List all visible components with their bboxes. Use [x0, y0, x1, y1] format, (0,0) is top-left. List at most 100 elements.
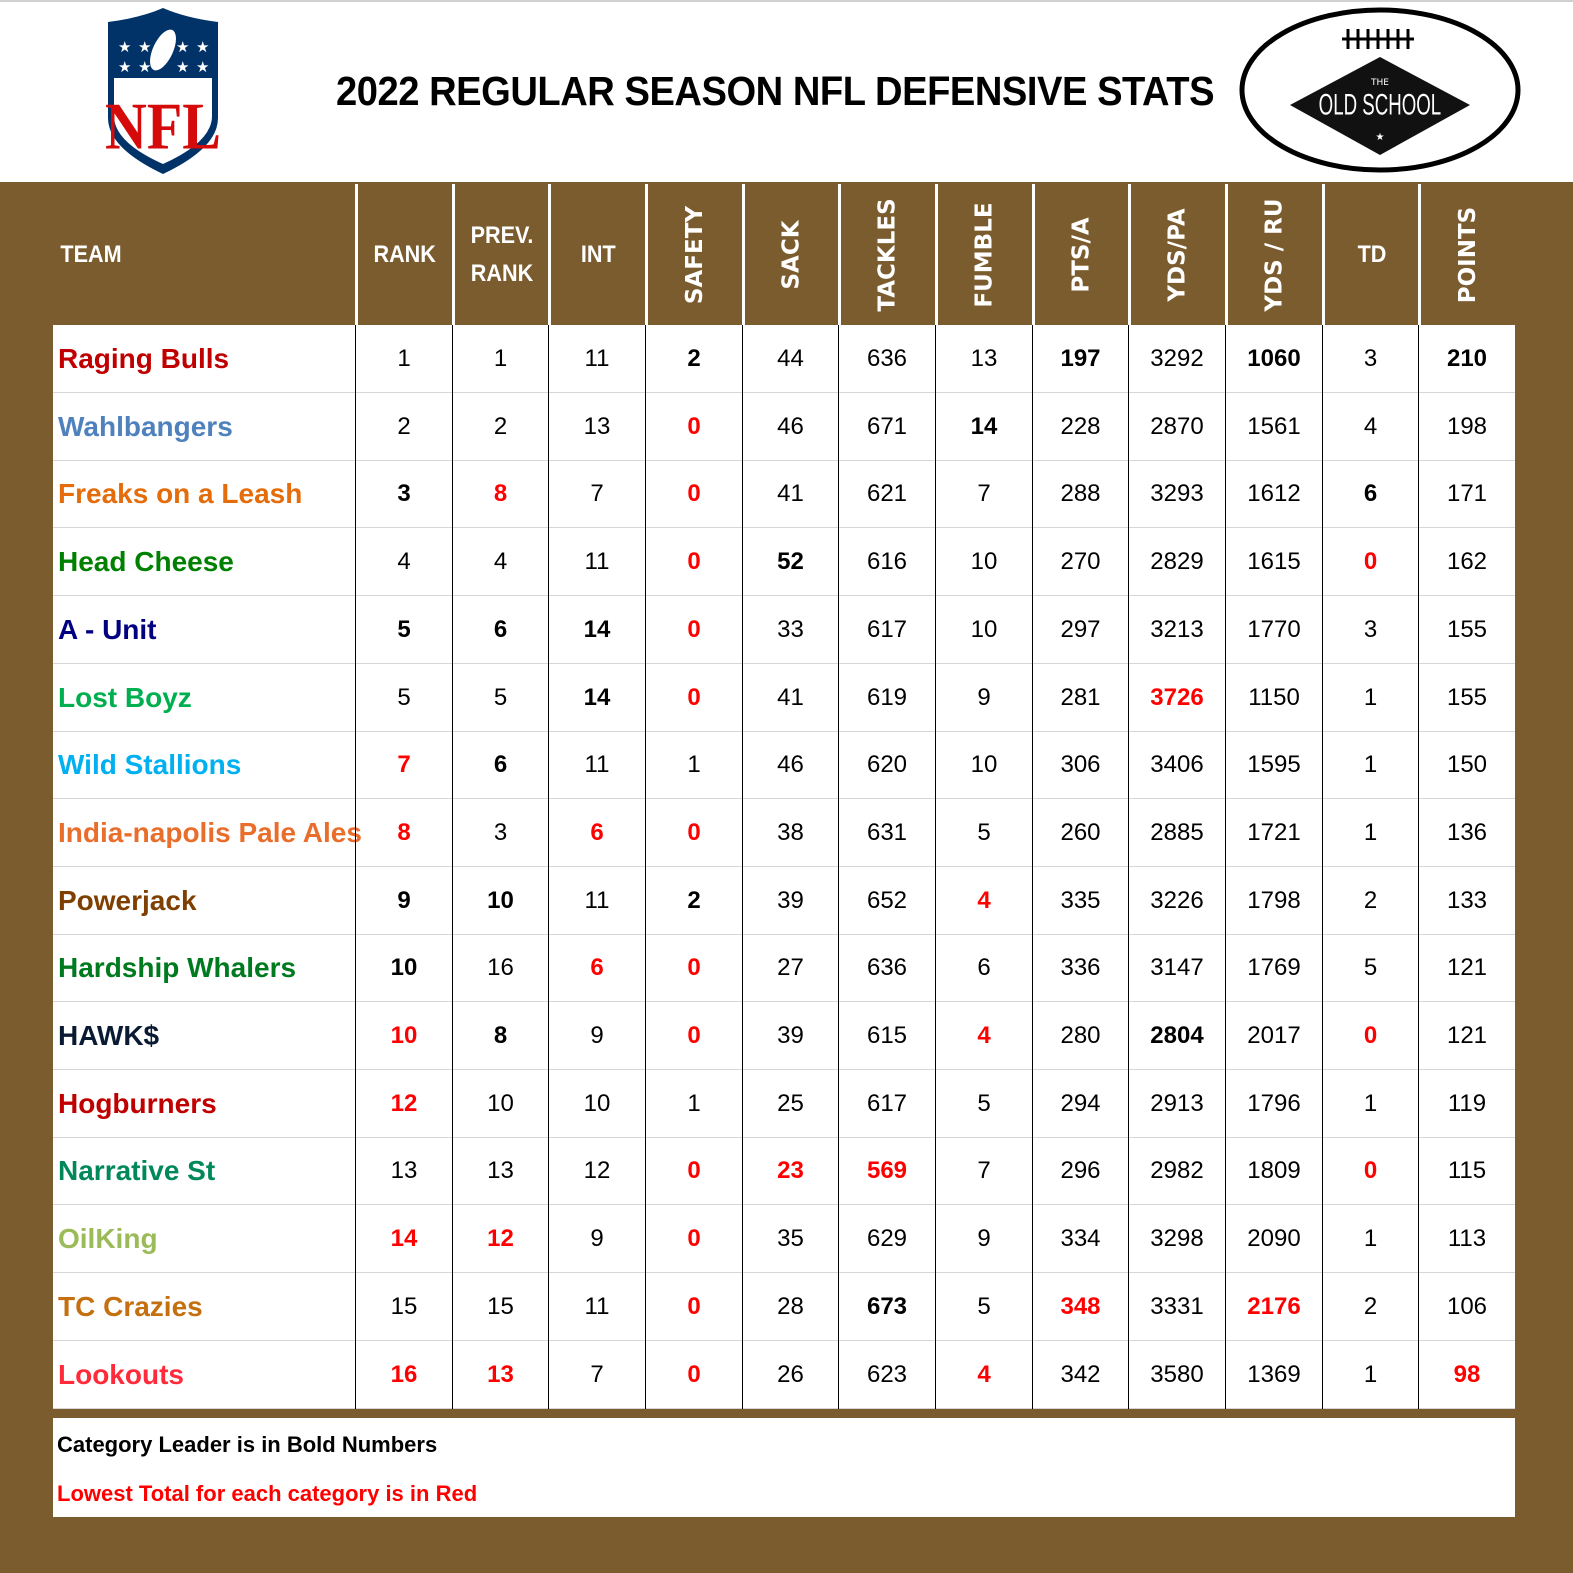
- stat-cell-points: 198: [1418, 392, 1515, 461]
- column-header-label: POINTS: [1455, 206, 1482, 303]
- column-header-int[interactable]: INT: [548, 184, 645, 325]
- stat-cell-sack: 35: [742, 1205, 838, 1274]
- column-header-td[interactable]: TD: [1322, 184, 1418, 325]
- stat-cell-td: 5: [1322, 934, 1418, 1003]
- stat-cell-td: 0: [1322, 1002, 1418, 1070]
- table-row[interactable]: Narrative St 13 13 12 0 23 569 7 296 2982 1809 0 115: [53, 1137, 1515, 1206]
- stat-cell-points: 121: [1418, 1002, 1515, 1070]
- stat-cell-fumble: 5: [935, 798, 1032, 867]
- team-name-cell: India-napolis Pale Ales: [58, 816, 362, 848]
- stat-cell-int: 14: [548, 595, 645, 664]
- stat-cell-safety: 0: [645, 392, 742, 461]
- stat-cell-pts-a: 348: [1032, 1272, 1128, 1341]
- stat-cell-points: 210: [1418, 325, 1515, 393]
- stat-cell-prev-rank: 8: [452, 1002, 548, 1070]
- team-name-cell: A - Unit: [58, 613, 157, 645]
- stat-cell-td: 2: [1322, 866, 1418, 935]
- table-row[interactable]: A - Unit 5 6 14 0 33 617 10 297 3213 1770 3 155: [53, 595, 1515, 664]
- column-header-sack[interactable]: SACK: [742, 184, 838, 325]
- table-row[interactable]: Lost Boyz 5 5 14 0 41 619 9 281 3726 1150 1 155: [53, 663, 1515, 732]
- stat-cell-int: 6: [548, 798, 645, 867]
- defensive-stats-table: Raging Bulls 1 1 11 2 44 636 13 197 3292 1060 3 210 W…: [53, 325, 1515, 1409]
- column-header-points[interactable]: POINTS: [1418, 184, 1515, 325]
- stat-cell-td: 3: [1322, 325, 1418, 393]
- svg-text:★: ★: [138, 38, 151, 56]
- stat-cell-tackles: 615: [838, 1002, 935, 1070]
- stat-cell-rank: 2: [355, 392, 452, 461]
- team-name-cell: Hardship Whalers: [58, 952, 297, 984]
- stat-cell-prev-rank: 12: [452, 1205, 548, 1274]
- stat-cell-prev-rank: 15: [452, 1272, 548, 1341]
- stat-cell-pts-a: 288: [1032, 460, 1128, 529]
- table-row[interactable]: Wild Stallions 7 6 11 1 46 620 10 306 3406 1595 1 15…: [53, 731, 1515, 800]
- stat-cell-points: 113: [1418, 1205, 1515, 1274]
- team-name-cell: Lookouts: [58, 1358, 184, 1390]
- stat-cell-sack: 44: [742, 325, 838, 393]
- column-header-fumble[interactable]: FUMBLE: [935, 184, 1032, 325]
- table-row[interactable]: Raging Bulls 1 1 11 2 44 636 13 197 3292 1060 3 210: [53, 325, 1515, 393]
- stat-cell-rank: 7: [355, 731, 452, 800]
- stat-cell-fumble: 7: [935, 460, 1032, 529]
- stat-cell-safety: 0: [645, 934, 742, 1003]
- table-row[interactable]: India-napolis Pale Ales 8 3 6 0 38 631 5 260 2885…: [53, 798, 1515, 867]
- column-header-label: SAFETY: [682, 205, 709, 304]
- stat-cell-rank: 1: [355, 325, 452, 393]
- column-header-label: YDS/PA: [1164, 207, 1191, 302]
- stat-cell-int: 14: [548, 663, 645, 732]
- table-row[interactable]: Hardship Whalers 10 16 6 0 27 636 6 336 3147 1769 5…: [53, 934, 1515, 1003]
- stat-cell-prev-rank: 3: [452, 798, 548, 867]
- page-title: 2022 REGULAR SEASON NFL DEFENSIVE STATS: [336, 68, 1215, 114]
- stat-cell-pts-a: 294: [1032, 1069, 1128, 1138]
- stat-cell-pts-a: 296: [1032, 1137, 1128, 1206]
- stat-cell-yds-pa: 2913: [1128, 1069, 1225, 1138]
- stat-cell-int: 10: [548, 1069, 645, 1138]
- stat-cell-sack: 41: [742, 663, 838, 732]
- column-header-tackles[interactable]: TACKLES: [838, 184, 935, 325]
- stat-cell-tackles: 617: [838, 595, 935, 664]
- stat-cell-pts-a: 197: [1032, 325, 1128, 393]
- stat-cell-yds-pa: 3726: [1128, 663, 1225, 732]
- table-row[interactable]: OilKing 14 12 9 0 35 629 9 334 3298 2090 1 113: [53, 1205, 1515, 1274]
- stat-cell-rank: 5: [355, 663, 452, 732]
- table-row[interactable]: Head Cheese 4 4 11 0 52 616 10 270 2829 1615 0 162: [53, 528, 1515, 597]
- stat-cell-yds-pa: 3293: [1128, 460, 1225, 529]
- stat-cell-rank: 13: [355, 1137, 452, 1206]
- stat-cell-points: 119: [1418, 1069, 1515, 1138]
- stat-cell-safety: 0: [645, 460, 742, 529]
- table-row[interactable]: Freaks on a Leash 3 8 7 0 41 621 7 288 3293 1612 6 1…: [53, 460, 1515, 529]
- table-row[interactable]: Wahlbangers 2 2 13 0 46 671 14 228 2870 1561 4 198: [53, 392, 1515, 461]
- column-header-yds-ru[interactable]: YDS / RU: [1225, 184, 1322, 325]
- old-school-the-text: THE: [1370, 78, 1389, 88]
- team-name-cell: Wahlbangers: [58, 410, 233, 442]
- nfl-logo-text: NFL: [105, 89, 221, 164]
- stat-cell-td: 1: [1322, 798, 1418, 867]
- stat-cell-yds-pa: 2829: [1128, 528, 1225, 597]
- stat-cell-pts-a: 260: [1032, 798, 1128, 867]
- team-name-cell: HAWK$: [58, 1020, 160, 1051]
- svg-text:★: ★: [196, 58, 209, 76]
- column-header-rank[interactable]: RANK: [355, 184, 452, 325]
- svg-text:★: ★: [176, 38, 189, 56]
- table-row[interactable]: Lookouts 16 13 7 0 26 623 4 342 3580 1369 1 98: [53, 1340, 1515, 1409]
- team-name-cell: TC Crazies: [58, 1290, 203, 1322]
- stat-cell-sack: 46: [742, 392, 838, 461]
- svg-text:★: ★: [118, 58, 131, 76]
- column-header-team[interactable]: TEAM: [0, 184, 355, 325]
- column-header-label: INT: [580, 240, 616, 268]
- column-header-label: TD: [1357, 240, 1386, 268]
- column-header-yds-pa[interactable]: YDS/PA: [1128, 184, 1225, 325]
- stat-cell-fumble: 5: [935, 1272, 1032, 1341]
- stat-cell-sack: 46: [742, 731, 838, 800]
- stat-cell-safety: 0: [645, 663, 742, 732]
- stat-cell-sack: 52: [742, 528, 838, 597]
- table-row[interactable]: Powerjack 9 10 11 2 39 652 4 335 3226 1798 2 133: [53, 866, 1515, 935]
- column-header-safety[interactable]: SAFETY: [645, 184, 742, 325]
- column-header-prev-rank[interactable]: PREV. RANK: [452, 184, 548, 325]
- table-row[interactable]: HAWK$ 10 8 9 0 39 615 4 280 2804 2017 0 121: [53, 1002, 1515, 1070]
- stat-cell-tackles: 621: [838, 460, 935, 529]
- stat-cell-prev-rank: 10: [452, 1069, 548, 1138]
- table-row[interactable]: Hogburners 12 10 10 1 25 617 5 294 2913 1796 1 119: [53, 1069, 1515, 1138]
- stat-cell-yds-pa: 3292: [1128, 325, 1225, 393]
- column-header-pts-a[interactable]: PTS/A: [1032, 184, 1128, 325]
- table-row[interactable]: TC Crazies 15 15 11 0 28 673 5 348 3331 2176 2 106: [53, 1272, 1515, 1341]
